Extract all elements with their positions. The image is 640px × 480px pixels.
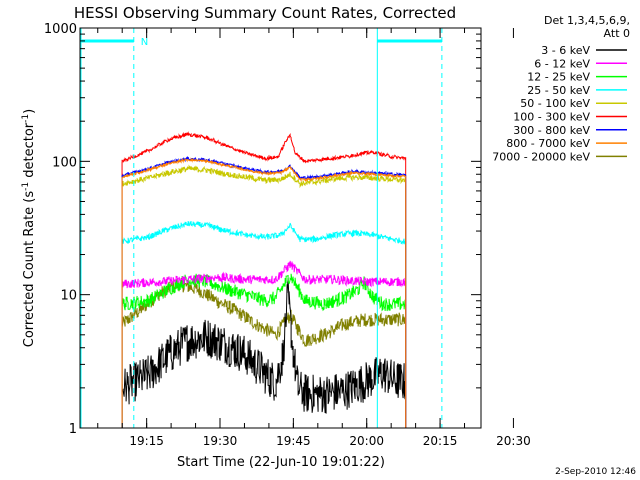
y-label-sup-1: -1 (21, 182, 31, 191)
y-label-mid: detector (22, 122, 37, 182)
legend-label-8: 800 - 7000 keV (506, 137, 590, 150)
series-line-8 (121, 157, 407, 428)
x-tick-label-2: 19:45 (276, 434, 311, 448)
y-tick-label-0: 1 (69, 422, 77, 437)
x-axis-label: Start Time (22-Jun-10 19:01:22) (177, 455, 385, 470)
legend-label-1: 3 - 6 keV (541, 44, 590, 57)
legend-header-2: Att 0 (604, 27, 630, 40)
night-label: N (141, 37, 148, 48)
y-tick-label-3: 1000 (44, 22, 77, 37)
legend-label-4: 25 - 50 keV (527, 84, 590, 97)
x-tick-label-0: 19:15 (129, 434, 164, 448)
generation-timestamp: 2-Sep-2010 12:46 (555, 467, 636, 477)
x-tick-label-4: 20:15 (423, 434, 458, 448)
y-label-end: ) (22, 109, 37, 114)
x-tick-label-5: 20:30 (496, 434, 531, 448)
y-label-sup-2: -1 (21, 114, 31, 123)
legend-label-5: 50 - 100 keV (520, 97, 590, 110)
y-label-main: Corrected Count Rate (s (22, 191, 37, 348)
x-tick-label-3: 20:00 (349, 434, 384, 448)
legend-label-6: 100 - 300 keV (513, 111, 590, 124)
chart-title: HESSI Observing Summary Count Rates, Cor… (74, 4, 456, 22)
legend-label-3: 12 - 25 keV (527, 71, 590, 84)
y-tick-label-1: 10 (60, 289, 77, 304)
y-axis-label: Corrected Count Rate (s-1 detector-1) (21, 109, 37, 347)
data-layer: N (80, 28, 443, 428)
x-axis: 19:15 19:30 19:45 20:00 20:15 20:30 (97, 28, 531, 448)
x-tick-label-1: 19:30 (203, 434, 238, 448)
legend-header-1: Det 1,3,4,5,6,9, (544, 14, 630, 27)
legend-label-7: 300 - 800 keV (513, 124, 590, 137)
legend-label-2: 6 - 12 keV (534, 57, 590, 70)
plot-frame (79, 27, 482, 429)
y-tick-label-2: 100 (52, 155, 77, 170)
legend-label-9: 7000 - 20000 keV (492, 150, 590, 163)
y-axis: 1 10 100 1000 (44, 22, 481, 437)
